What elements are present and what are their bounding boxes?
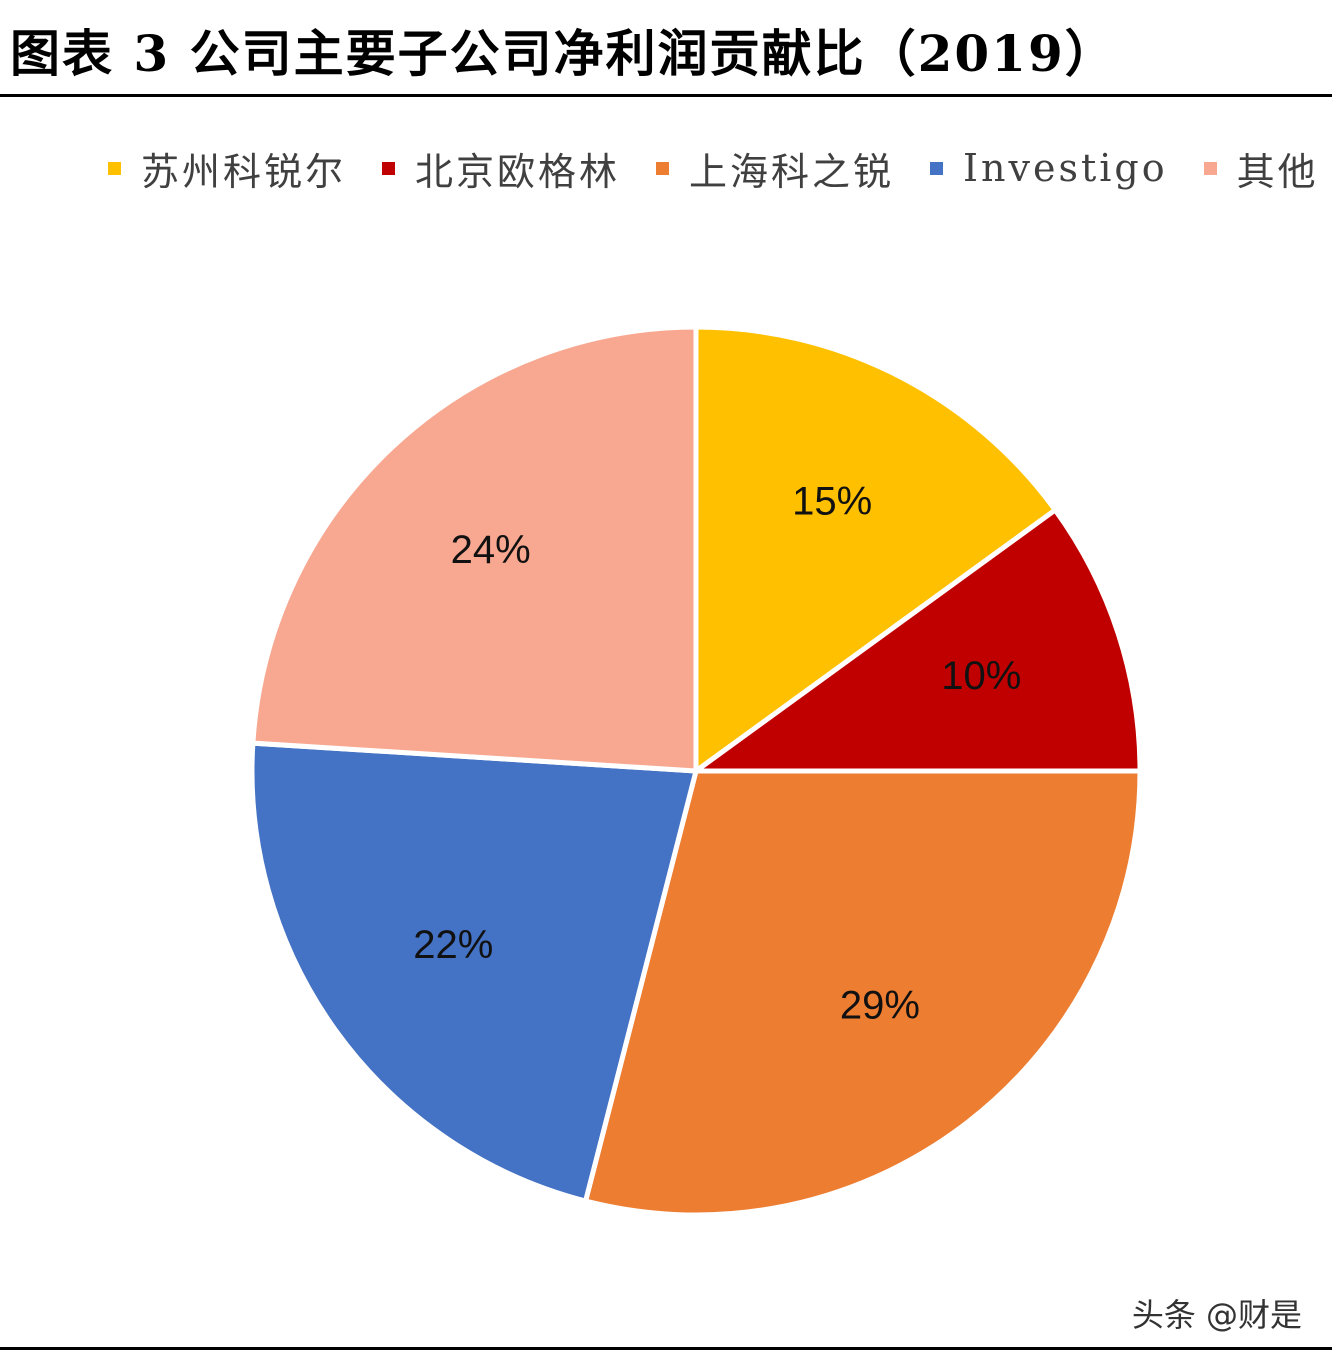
legend-swatch	[1203, 161, 1217, 175]
legend: 苏州科锐尔 北京欧格林 上海科之锐 Investigo 其他	[108, 138, 1332, 198]
legend-swatch	[108, 161, 121, 175]
legend-label: Investigo	[963, 146, 1168, 190]
legend-swatch	[930, 161, 944, 175]
legend-item-4: 其他	[1203, 141, 1319, 196]
legend-item-2: 上海科之锐	[656, 141, 894, 196]
pie-slice-1	[693, 507, 1143, 774]
pie-slice-4	[250, 324, 699, 774]
legend-item-3: Investigo	[930, 146, 1168, 190]
chart-title: 图表 3 公司主要子公司净利润贡献比（2019）	[10, 24, 1117, 83]
legend-swatch	[382, 161, 396, 175]
bottom-divider	[0, 1347, 1332, 1350]
legend-label: 苏州科锐尔	[141, 149, 347, 194]
legend-swatch	[656, 161, 670, 175]
title-divider	[0, 94, 1332, 97]
slice-label-2: 29%	[840, 984, 920, 1028]
pie-slice-3	[249, 740, 699, 1204]
legend-item-1: 北京欧格林	[382, 141, 620, 196]
legend-item-0: 苏州科锐尔	[108, 141, 346, 196]
pie-slice-0	[693, 324, 1058, 774]
slice-label-3: 22%	[413, 923, 493, 967]
watermark: 头条 @财是	[1131, 1296, 1302, 1334]
legend-label: 北京欧格林	[415, 149, 621, 194]
legend-label: 上海科之锐	[689, 149, 895, 194]
legend-label: 其他	[1236, 149, 1319, 194]
slice-label-0: 15%	[792, 479, 872, 523]
slice-label-4: 24%	[451, 528, 531, 572]
pie-slice-2	[583, 768, 1143, 1218]
slice-label-1: 10%	[941, 654, 1021, 698]
